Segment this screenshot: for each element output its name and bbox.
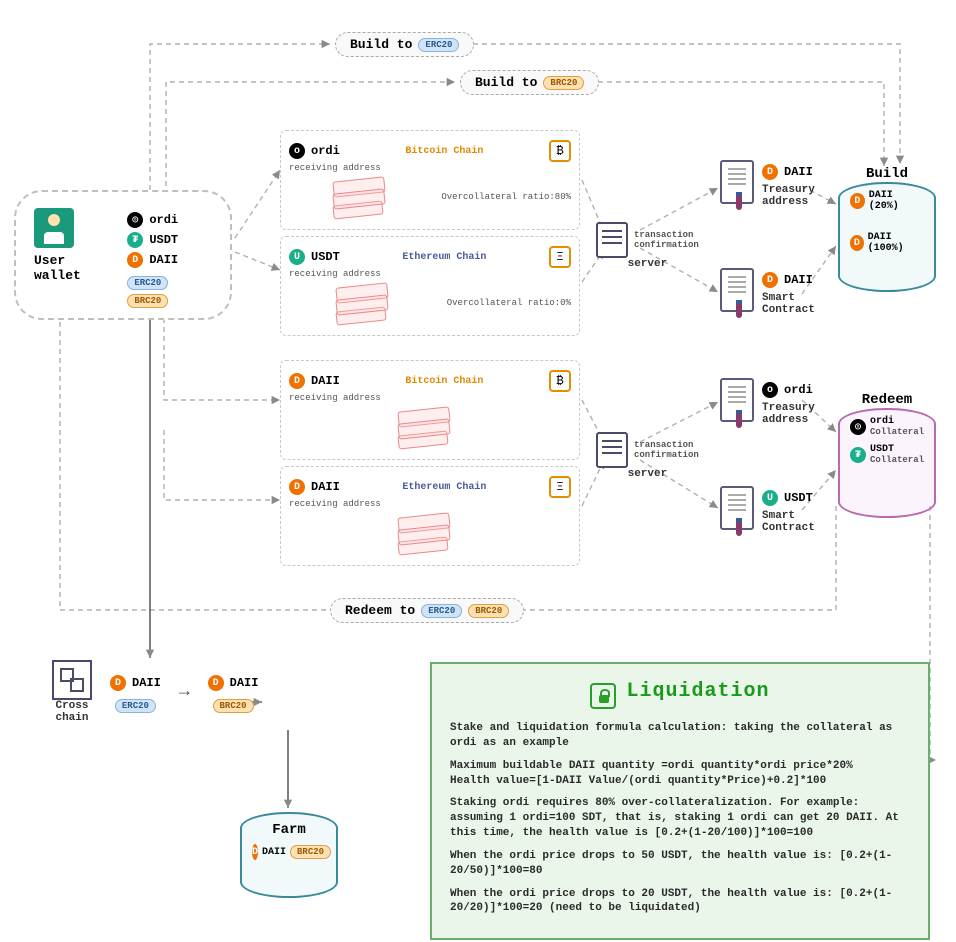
- liquidation-box: Liquidation Stake and liquidation formul…: [430, 662, 930, 940]
- pill-label: Build to: [475, 75, 537, 90]
- crosschain-icon: [52, 660, 92, 700]
- cc-right-token: DAII: [230, 676, 259, 690]
- wallet-tag-erc: ERC20: [127, 276, 168, 290]
- document-icon: [720, 160, 754, 204]
- address-box: DDAII Ethereum Chain Ξ receiving address: [280, 466, 580, 566]
- doc-node: DDAII Smart Contract: [720, 268, 815, 316]
- document-icon: [720, 486, 754, 530]
- cylinder-redeem: Redeem ◎ordiCollateral ₮USDTCollateral: [838, 394, 936, 518]
- pill-build-erc: Build to ERC20: [335, 32, 474, 57]
- cylinder-farm: Farm DDAIIBRC20: [240, 812, 338, 898]
- chain-icon: Ξ: [549, 246, 571, 268]
- cyl-line: USDT: [870, 444, 894, 455]
- document-icon: [720, 378, 754, 422]
- wallet-token-daii: DDAII: [127, 252, 212, 268]
- wallet-token-ordi: ◎ordi: [127, 212, 212, 228]
- avatar-icon: [34, 208, 74, 248]
- cylinder-title: Build: [838, 166, 936, 182]
- cylinder-title: Redeem: [838, 392, 936, 408]
- server-icon: [596, 222, 628, 258]
- liquidation-para: When the ordi price drops to 50 USDT, th…: [450, 849, 910, 879]
- wallet-title: User wallet: [34, 253, 113, 283]
- cyl-line: ordi: [870, 416, 894, 427]
- doc-node: DDAII Treasury address: [720, 160, 815, 208]
- pill-build-brc: Build to BRC20: [460, 70, 599, 95]
- lock-icon: [590, 683, 616, 709]
- wallet-token-usdt: ₮USDT: [127, 232, 212, 248]
- server-icon: [596, 432, 628, 468]
- liquidation-para: Staking ordi requires 80% over-collatera…: [450, 796, 910, 841]
- chain-icon: ₿: [549, 370, 571, 392]
- server-node: transaction confirmation server: [596, 222, 699, 270]
- pill-redeem: Redeem to ERC20 BRC20: [330, 598, 524, 623]
- liquidation-para: Stake and liquidation formula calculatio…: [450, 721, 910, 751]
- cc-left-token: DAII: [132, 676, 161, 690]
- tag-brc: BRC20: [468, 604, 509, 618]
- chain-icon: Ξ: [549, 476, 571, 498]
- cyl-line: DAII (100%): [868, 232, 924, 254]
- address-box: oordi Bitcoin Chain ₿ receiving address …: [280, 130, 580, 230]
- liquidation-para: Maximum buildable DAII quantity =ordi qu…: [450, 759, 910, 789]
- doc-node: UUSDT Smart Contract: [720, 486, 815, 534]
- cc-left-tag: ERC20: [115, 699, 156, 713]
- cylinder-title: Farm: [242, 822, 336, 838]
- tag-brc: BRC20: [543, 76, 584, 90]
- crosschain-label: Cross chain: [52, 700, 92, 724]
- address-box: DDAII Bitcoin Chain ₿ receiving address: [280, 360, 580, 460]
- tag-erc: ERC20: [421, 604, 462, 618]
- address-box: UUSDT Ethereum Chain Ξ receiving address…: [280, 236, 580, 336]
- pill-label: Build to: [350, 37, 412, 52]
- cyl-line: DAII: [262, 847, 286, 858]
- user-wallet: User wallet ◎ordi ₮USDT DDAII ERC20 BRC2…: [14, 190, 232, 320]
- pill-label: Redeem to: [345, 603, 415, 618]
- arrow-icon: →: [179, 682, 190, 702]
- liquidation-para: When the ordi price drops to 20 USDT, th…: [450, 887, 910, 917]
- cc-right-tag: BRC20: [213, 699, 254, 713]
- wallet-tag-brc: BRC20: [127, 294, 168, 308]
- tag-erc: ERC20: [418, 38, 459, 52]
- server-node: transaction confirmation server: [596, 432, 699, 480]
- liquidation-title: Liquidation: [626, 678, 769, 705]
- cyl-line: DAII (20%): [869, 190, 924, 212]
- cross-chain: Cross chain DDAII ERC20 → DDAII BRC20: [52, 660, 258, 724]
- doc-node: oordi Treasury address: [720, 378, 815, 426]
- chain-icon: ₿: [549, 140, 571, 162]
- cylinder-build: Build DDAII (20%) DDAII (100%): [838, 168, 936, 292]
- document-icon: [720, 268, 754, 312]
